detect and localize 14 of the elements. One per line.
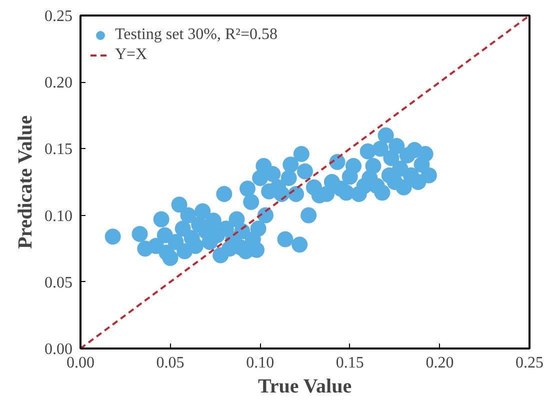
x-tick-label: 0.15: [336, 354, 364, 372]
x-tick-label: 0.05: [156, 354, 184, 372]
legend-label: Testing set 30%, R²=0.58: [115, 26, 278, 44]
y-tick-label: 0.10: [44, 208, 72, 225]
legend-label: Y=X: [115, 46, 148, 64]
y-tick-label: 0.25: [44, 8, 72, 25]
y-tick-label: 0.05: [44, 274, 72, 292]
x-tick-label: 0.25: [516, 354, 544, 372]
x-tick-label: 0.20: [426, 354, 454, 372]
x-tick-label: 0.10: [246, 354, 274, 372]
x-axis-title: True Value: [258, 376, 352, 398]
y-axis-title: Predicate Value: [14, 115, 36, 249]
y-tick-label: 0.20: [44, 74, 72, 92]
y-tick-label: 0.15: [44, 141, 72, 158]
